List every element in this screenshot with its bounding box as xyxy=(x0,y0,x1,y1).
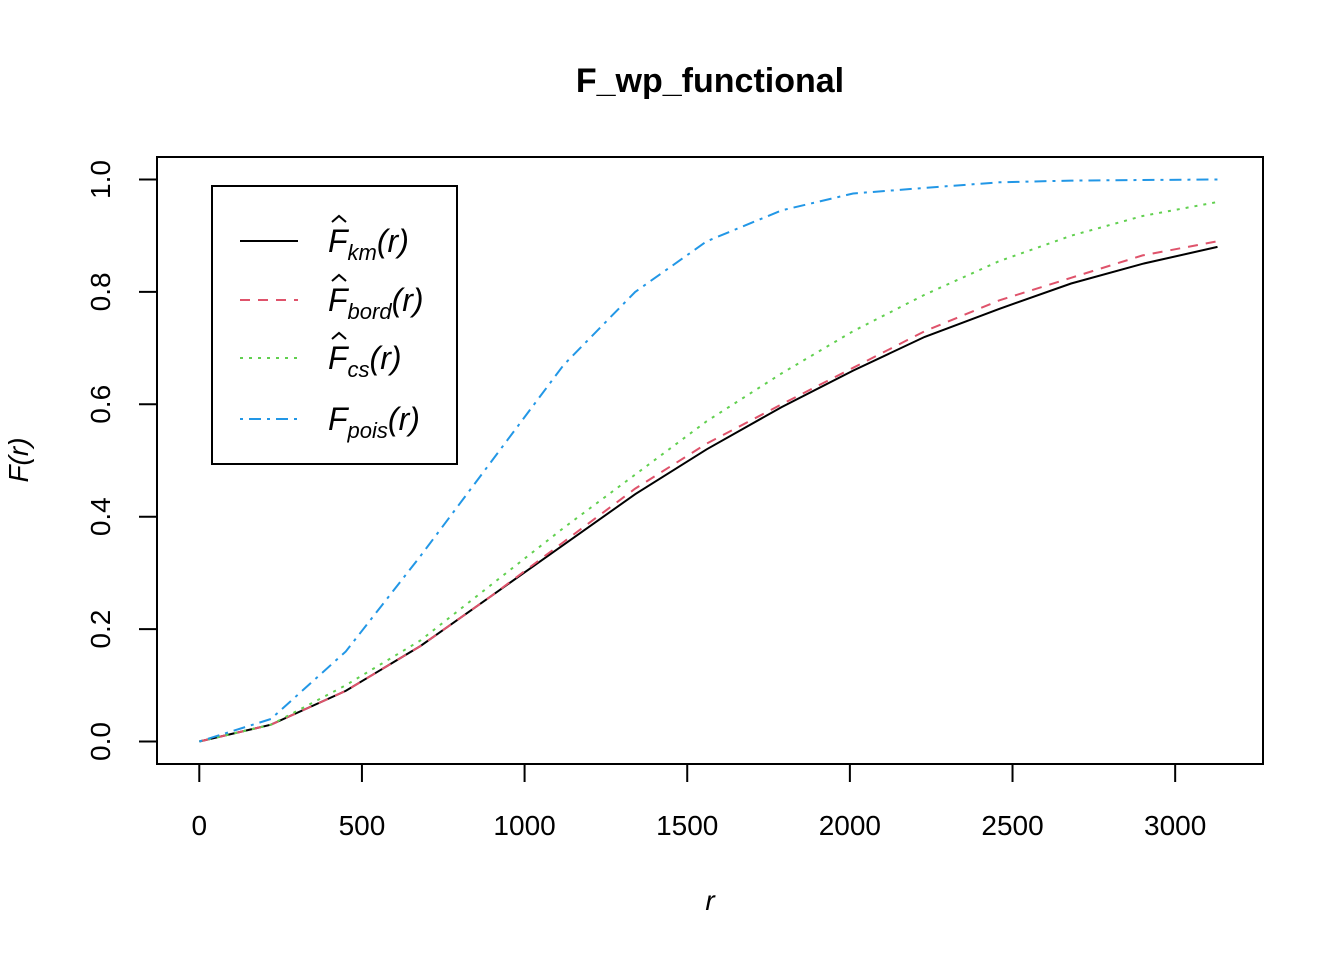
y-tick-label: 1.0 xyxy=(85,160,116,199)
legend-hat-mark xyxy=(331,214,347,223)
y-tick-label: 0.6 xyxy=(85,385,116,424)
legend-label-km: Fkm(r) xyxy=(328,223,409,265)
series-line-pois xyxy=(199,178,1218,743)
y-tick-label: 0.2 xyxy=(85,610,116,649)
x-tick-label: 500 xyxy=(339,810,386,841)
legend-hat-mark xyxy=(331,273,347,282)
x-tick-label: 0 xyxy=(191,810,207,841)
y-tick-label: 0.0 xyxy=(85,722,116,761)
x-tick-label: 1500 xyxy=(656,810,718,841)
series-line-bord xyxy=(199,240,1218,743)
x-tick-label: 3000 xyxy=(1144,810,1206,841)
legend-box xyxy=(211,185,458,465)
x-tick-label: 2000 xyxy=(819,810,881,841)
y-axis-label-group: F(r) xyxy=(3,437,34,482)
x-axis-label: r xyxy=(705,885,716,916)
y-axis: 0.0 0.2 0.4 0.6 0.8 1.0 xyxy=(85,160,158,761)
legend: Fkm(r) Fbord(r) Fcs(r) Fpois(r) xyxy=(211,185,458,465)
x-tick-label: 2500 xyxy=(981,810,1043,841)
y-tick-label: 0.4 xyxy=(85,497,116,536)
legend-label-cs: Fcs(r) xyxy=(328,340,402,382)
legend-label-bord: Fbord(r) xyxy=(328,282,424,324)
legend-hat-mark xyxy=(331,331,347,340)
y-tick-label: 0.8 xyxy=(85,272,116,311)
x-axis: 0 500 1000 1500 2000 2500 3000 xyxy=(191,763,1206,841)
x-tick-label: 1000 xyxy=(493,810,555,841)
chart-title: F_wp_functional xyxy=(576,62,844,100)
y-axis-label: F(r) xyxy=(3,437,34,482)
legend-label-pois: Fpois(r) xyxy=(328,401,420,443)
series-layer xyxy=(199,178,1218,743)
series-line-cs xyxy=(199,201,1218,743)
